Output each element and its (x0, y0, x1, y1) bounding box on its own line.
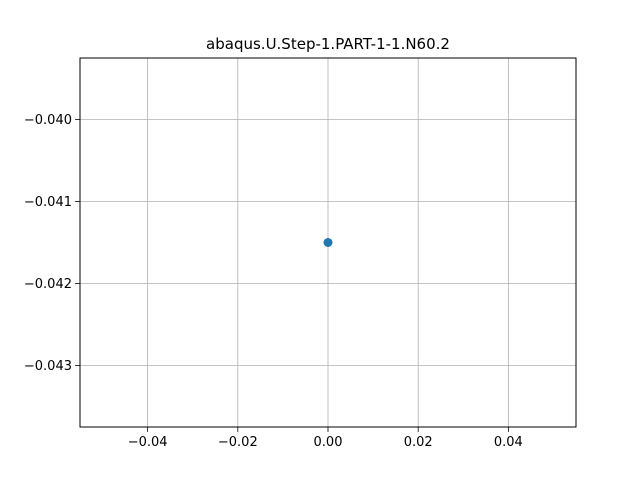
data-point (323, 238, 333, 247)
x-tick-label: 0.02 (404, 435, 433, 450)
axis-ticks: −0.04 −0.02 0.00 0.02 0.04 −0.040 −0.041 −0.042… (24, 113, 523, 450)
y-tick-label: −0.042 (24, 277, 72, 292)
y-tick-label: −0.043 (24, 359, 72, 374)
chart-title: abaqus.U.Step-1.PART-1-1.N60.2 (206, 35, 450, 53)
x-tick-label: −0.02 (218, 435, 258, 450)
y-tick-label: −0.041 (24, 195, 72, 210)
x-tick-label: 0.00 (314, 435, 343, 450)
grid (80, 58, 576, 427)
x-tick-label: 0.04 (494, 435, 523, 450)
data-points (323, 238, 333, 247)
y-tick-label: −0.040 (24, 113, 72, 128)
x-tick-label: −0.04 (128, 435, 168, 450)
